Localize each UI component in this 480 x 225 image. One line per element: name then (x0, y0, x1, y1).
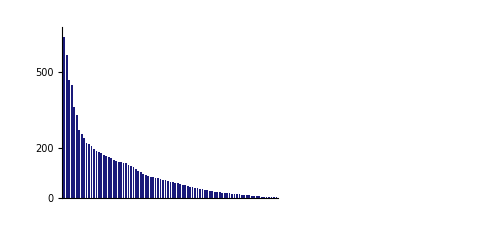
Bar (137, 171, 139, 198)
Bar (76, 115, 78, 198)
Bar (108, 157, 109, 198)
Bar (265, 197, 267, 198)
Bar (197, 188, 198, 198)
Bar (226, 193, 228, 198)
Bar (120, 162, 122, 198)
Bar (147, 176, 149, 198)
Bar (113, 160, 115, 198)
Bar (162, 180, 164, 198)
Bar (73, 108, 75, 198)
Bar (140, 172, 142, 198)
Bar (98, 152, 100, 198)
Bar (165, 180, 167, 198)
Bar (81, 134, 83, 198)
Bar (246, 195, 248, 198)
Bar (192, 187, 193, 198)
Bar (211, 191, 213, 198)
Bar (177, 183, 179, 198)
Bar (216, 192, 218, 198)
Bar (251, 196, 252, 198)
Bar (69, 80, 70, 198)
Bar (167, 181, 169, 198)
Bar (214, 192, 216, 198)
Bar (276, 197, 277, 198)
Bar (202, 189, 204, 198)
Bar (135, 169, 137, 198)
Bar (143, 174, 144, 198)
Bar (184, 185, 186, 198)
Bar (256, 196, 258, 198)
Bar (236, 194, 238, 198)
Bar (145, 175, 146, 198)
Bar (85, 143, 87, 198)
Bar (199, 189, 201, 198)
Bar (239, 194, 240, 198)
Bar (263, 197, 265, 198)
Bar (206, 190, 208, 198)
Bar (174, 183, 176, 198)
Bar (253, 196, 255, 198)
Bar (63, 37, 65, 198)
Bar (271, 197, 272, 198)
Bar (187, 186, 189, 198)
Bar (96, 151, 97, 198)
Bar (155, 178, 156, 198)
Bar (189, 187, 191, 198)
Bar (268, 197, 270, 198)
Bar (118, 162, 120, 198)
Bar (128, 165, 130, 198)
Bar (132, 167, 134, 198)
Bar (125, 163, 127, 198)
Bar (130, 166, 132, 198)
Bar (182, 185, 184, 198)
Bar (123, 163, 124, 198)
Bar (103, 155, 105, 198)
Bar (241, 195, 243, 198)
Bar (261, 197, 263, 198)
Bar (194, 188, 196, 198)
Bar (243, 195, 245, 198)
Bar (91, 146, 92, 198)
Bar (221, 193, 223, 198)
Bar (258, 196, 260, 198)
Bar (228, 194, 230, 198)
Bar (150, 177, 152, 198)
Bar (273, 197, 275, 198)
Bar (224, 193, 226, 198)
Bar (83, 138, 85, 198)
Bar (66, 55, 68, 198)
Bar (71, 85, 72, 198)
Bar (219, 192, 221, 198)
Bar (234, 194, 235, 198)
Bar (93, 149, 95, 198)
Bar (88, 144, 90, 198)
Bar (172, 182, 174, 198)
Bar (100, 153, 102, 198)
Bar (152, 177, 154, 198)
Bar (204, 190, 206, 198)
Bar (231, 194, 233, 198)
Bar (180, 184, 181, 198)
Bar (110, 158, 112, 198)
Bar (209, 191, 211, 198)
Bar (106, 156, 107, 198)
Bar (78, 130, 80, 198)
Bar (157, 178, 159, 198)
Bar (160, 179, 161, 198)
Bar (169, 182, 171, 198)
Bar (249, 196, 250, 198)
Bar (115, 161, 117, 198)
